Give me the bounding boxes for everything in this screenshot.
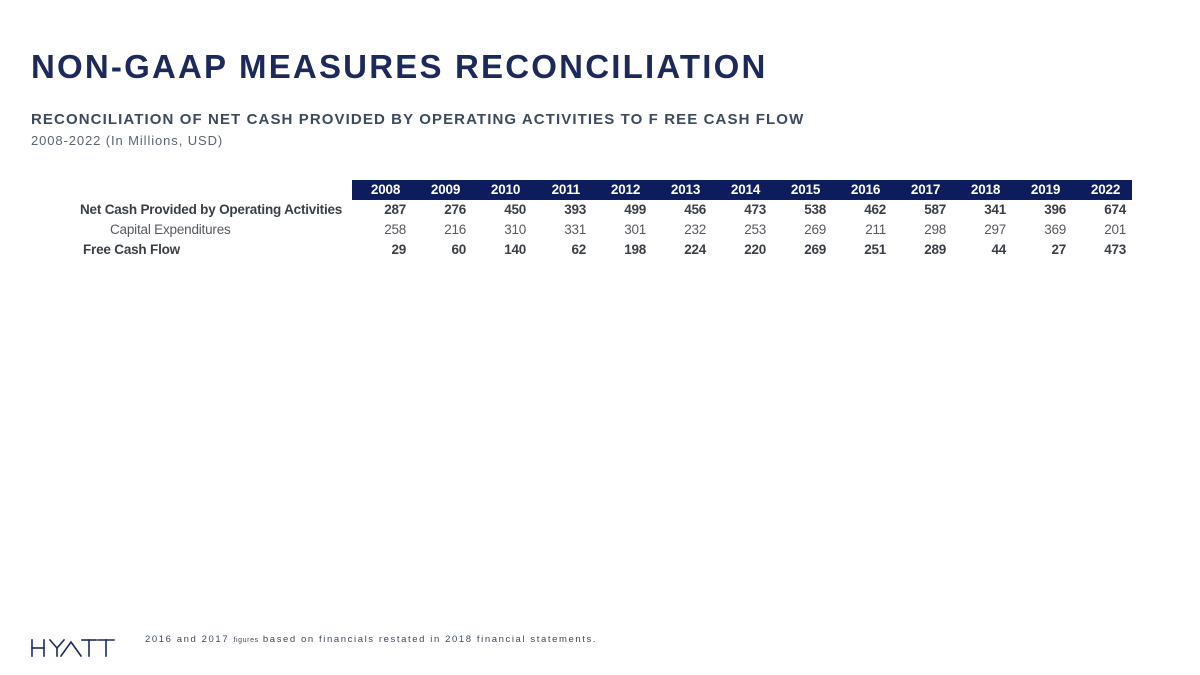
table-cell: 289 bbox=[924, 242, 947, 257]
row-label: Capital Expenditures bbox=[110, 222, 231, 237]
year-header: 2011 bbox=[532, 180, 593, 200]
table-cell: 27 bbox=[1051, 242, 1067, 257]
table-row-net-cash: Net Cash Provided by Operating Activitie… bbox=[80, 200, 1132, 220]
footnote: 2016 and 2017 figures based on financial… bbox=[145, 634, 597, 645]
table-cell: 211 bbox=[865, 222, 887, 237]
row-label: Net Cash Provided by Operating Activitie… bbox=[80, 202, 343, 217]
section-subtitle: RECONCILIATION OF NET CASH PROVIDED BY O… bbox=[31, 111, 805, 128]
page-title: NON-GAAP MEASURES RECONCILIATION bbox=[31, 48, 768, 85]
table-cell: 393 bbox=[564, 202, 587, 217]
year-header: 2012 bbox=[592, 180, 653, 200]
footnote-text: based on financials restated in 2018 fin… bbox=[262, 634, 598, 645]
table-cell: 253 bbox=[744, 222, 767, 237]
table-cell: 456 bbox=[684, 202, 707, 217]
year-header: 2010 bbox=[472, 180, 533, 200]
table-row-capex: Capital Expenditures 258 216 310 331 301… bbox=[80, 220, 1132, 240]
year-header: 2009 bbox=[412, 180, 473, 200]
table-cell: 310 bbox=[504, 222, 527, 237]
table-cell: 62 bbox=[571, 242, 587, 257]
table-cell: 201 bbox=[1104, 222, 1127, 237]
table-cell: 674 bbox=[1104, 202, 1127, 217]
row-label: Free Cash Flow bbox=[83, 242, 180, 257]
reconciliation-table: 2008 2009 2010 2011 2012 2013 2014 2015 … bbox=[80, 180, 1133, 260]
table-cell: 301 bbox=[624, 222, 647, 237]
table-cell: 473 bbox=[1104, 242, 1127, 257]
table-header-row: 2008 2009 2010 2011 2012 2013 2014 2015 … bbox=[80, 180, 1133, 200]
table-cell: 60 bbox=[451, 242, 467, 257]
footnote-figures: figures bbox=[233, 637, 259, 644]
table-cell: 587 bbox=[924, 202, 947, 217]
year-header: 2014 bbox=[712, 180, 773, 200]
table-cell: 276 bbox=[444, 202, 467, 217]
table-cell: 44 bbox=[991, 242, 1007, 257]
year-header: 2008 bbox=[352, 180, 413, 200]
table-cell: 224 bbox=[684, 242, 707, 257]
table-cell: 396 bbox=[1044, 202, 1067, 217]
table-cell: 287 bbox=[384, 202, 407, 217]
year-header: 2022 bbox=[1072, 180, 1133, 200]
year-header: 2018 bbox=[952, 180, 1013, 200]
table-cell: 538 bbox=[804, 202, 827, 217]
table-cell: 269 bbox=[804, 242, 827, 257]
table-cell: 251 bbox=[864, 242, 887, 257]
table-cell: 220 bbox=[744, 242, 767, 257]
table-cell: 499 bbox=[624, 202, 647, 217]
year-header: 2016 bbox=[832, 180, 893, 200]
hyatt-logo bbox=[31, 638, 115, 658]
table-cell: 450 bbox=[504, 202, 527, 217]
table-cell: 198 bbox=[624, 242, 647, 257]
date-range-label: 2008-2022 (In Millions, USD) bbox=[31, 133, 224, 148]
year-header: 2013 bbox=[652, 180, 713, 200]
footnote-years: 2016 and 2017 bbox=[145, 634, 230, 645]
table-cell: 140 bbox=[504, 242, 527, 257]
table-cell: 29 bbox=[391, 242, 407, 257]
table-cell: 462 bbox=[864, 202, 887, 217]
table-row-free-cash-flow: Free Cash Flow 29 60 140 62 198 224 220 … bbox=[80, 240, 1132, 260]
table-cell: 216 bbox=[444, 222, 467, 237]
table-cell: 269 bbox=[804, 222, 827, 237]
year-header: 2017 bbox=[892, 180, 953, 200]
table-cell: 258 bbox=[384, 222, 407, 237]
header-corner bbox=[80, 180, 352, 200]
table-cell: 473 bbox=[744, 202, 767, 217]
year-header: 2019 bbox=[1012, 180, 1073, 200]
table-cell: 331 bbox=[564, 222, 587, 237]
table-cell: 341 bbox=[984, 202, 1007, 217]
table-cell: 232 bbox=[684, 222, 707, 237]
year-header: 2015 bbox=[772, 180, 833, 200]
table-cell: 297 bbox=[984, 222, 1007, 237]
table-cell: 369 bbox=[1044, 222, 1067, 237]
table-cell: 298 bbox=[924, 222, 947, 237]
